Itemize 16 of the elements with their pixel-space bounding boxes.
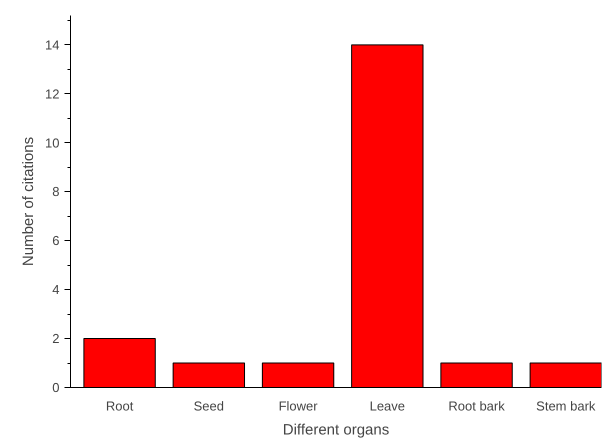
y-tick-label: 8 [52, 184, 60, 200]
y-tick-label: 14 [45, 37, 60, 52]
x-tick-label: Flower [278, 398, 318, 414]
x-tick-label: Seed [194, 398, 224, 414]
x-tick-label: Root bark [448, 398, 506, 414]
y-tick-label: 4 [52, 282, 60, 298]
y-tick-label: 12 [45, 86, 60, 102]
y-axis-title: Number of citations [20, 136, 38, 266]
y-tick-label: 6 [52, 233, 60, 248]
y-tick-label: 10 [45, 135, 60, 150]
y-tick-label: 0 [52, 380, 60, 395]
x-tick-label: Stem bark [536, 398, 596, 414]
x-tick-label: Leave [370, 398, 406, 414]
x-tick-label: Root [106, 398, 134, 414]
x-axis-title: Different organs [282, 422, 390, 438]
y-tick-label: 2 [52, 331, 60, 346]
